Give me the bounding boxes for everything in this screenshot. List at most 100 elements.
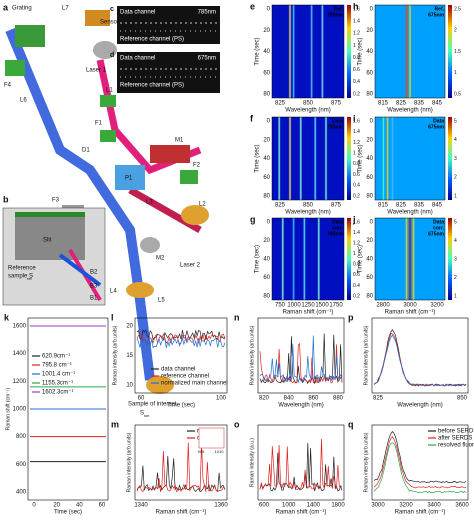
colorbar-tick-label: 0.4 [353, 183, 360, 189]
x-axis-label: Wavelength (nm) [278, 403, 323, 409]
inset-tick-label: 995 [198, 449, 205, 454]
colorbar-tick-label: 3 [454, 256, 457, 262]
setup-label: L3 [146, 200, 153, 206]
setup-label: L5 [158, 298, 165, 304]
x-axis-label: Raman shift (cm⁻¹) [276, 510, 327, 516]
x-tick-label: 20 [53, 503, 60, 509]
y-tick-label: 60 [366, 175, 373, 181]
colorbar-tick-label: 2.5 [454, 6, 461, 12]
y-tick-label: 60 [263, 70, 270, 76]
colorbar-tick-label: 5 [454, 118, 457, 124]
plot-frame [257, 317, 345, 394]
heatmap [271, 217, 345, 301]
legend-label: 620.9cm⁻¹ [42, 354, 70, 360]
panel-letter: q [348, 419, 354, 429]
x-tick-label: 1400 [307, 503, 321, 509]
x-tick-label: 600 [259, 503, 270, 509]
colorbar-tick-label: 0.8 [353, 55, 360, 61]
heatmap-tag: Data [433, 219, 444, 225]
colorbar-tick-label: 1 [353, 150, 356, 156]
curve [259, 342, 343, 384]
x-tick-label: 860 [308, 396, 319, 402]
inset-label: B3 [90, 284, 98, 290]
setup-label: L6 [20, 98, 27, 104]
legend-label: before SERDS [438, 429, 474, 435]
curve [373, 436, 467, 489]
colorbar [347, 117, 351, 200]
plot-frame [27, 317, 109, 501]
x-axis-label: Wavelength (nm) [285, 210, 330, 216]
plot-frame [134, 317, 228, 394]
inset-label: Reference [8, 266, 36, 272]
y-tick-label: 0 [267, 119, 271, 125]
plot-frame [371, 424, 469, 501]
x-tick-label: 60 [138, 396, 145, 402]
x-tick-label: 820 [259, 396, 270, 402]
y-axis-label: Time (sec) [358, 144, 364, 172]
legend-label: normalized main channel [161, 381, 228, 387]
setup-label: Grating [12, 6, 32, 12]
x-tick-label: 825 [396, 203, 407, 209]
curve [373, 442, 467, 494]
y-tick-label: 40 [366, 49, 373, 55]
y-tick-label: 0 [267, 220, 271, 226]
colorbar-tick-label: 1.6 [353, 219, 360, 225]
colorbar-tick-label: 2 [454, 175, 457, 181]
y-tick-label: 80 [263, 92, 270, 98]
panel-letter: b [3, 194, 9, 204]
heatmap-tag: corr. [433, 225, 444, 231]
x-tick-label: 845 [432, 101, 443, 107]
inset-tick-label: 1010 [215, 449, 225, 454]
colorbar-tick-label: 1 [454, 293, 457, 299]
x-axis-label: Wavelength (nm) [285, 108, 330, 114]
x-axis-label: Raman shift (cm⁻¹) [385, 310, 436, 316]
x-tick-label: 1250 [301, 303, 315, 309]
y-tick-label: 20 [366, 238, 373, 244]
y-tick-label: 1600 [13, 324, 27, 330]
y-axis-label: Raman intensity (arb.units) [249, 325, 255, 385]
y-tick-label: 40 [366, 257, 373, 263]
heatmap-tag: Ref. [435, 6, 445, 12]
curve [373, 334, 467, 387]
colorbar-tick-label: 1.2 [353, 240, 360, 246]
setup-label: F3 [52, 198, 60, 204]
x-tick-label: 1340 [134, 503, 148, 509]
panel-letter: j [352, 214, 356, 224]
x-tick-label: 3600 [455, 503, 469, 509]
y-tick-label: 1400 [13, 351, 27, 357]
y-axis-label: Time (sec) [255, 37, 261, 65]
panel-letter: m [111, 419, 119, 429]
colorbar-tick-label: 0.6 [353, 172, 360, 178]
setup-label: F2 [193, 163, 201, 169]
colorbar-tick-label: 1 [353, 43, 356, 49]
channel-label: Reference channel (PS) [120, 83, 184, 89]
colorbar-tick-label: 1.4 [353, 230, 360, 236]
colorbar-tick-label: 0.2 [353, 91, 360, 97]
colorbar-tick-label: 1.2 [353, 31, 360, 37]
setup-label: Sample of interest [128, 402, 177, 408]
heatmap-tag: corr. [332, 225, 343, 231]
y-tick-label: 40 [366, 156, 373, 162]
setup-label: Sensor [100, 20, 119, 26]
y-tick-label: 20 [366, 137, 373, 143]
setup-label: P1 [125, 176, 133, 182]
inset-frame [198, 427, 225, 449]
setup-label: sm [144, 413, 150, 418]
heatmap-tag: Data [332, 118, 343, 124]
curve [136, 442, 226, 493]
colorbar-tick-label: 1.5 [454, 49, 461, 55]
colorbar-tick-label: 1.4 [353, 18, 360, 24]
inset-label: B2 [90, 270, 98, 276]
x-tick-label: 825 [396, 101, 407, 107]
panel-letter: l [111, 312, 114, 322]
y-tick-label: 80 [366, 194, 373, 200]
x-tick-label: 1500 [315, 303, 329, 309]
channel-label: Reference channel (PS) [120, 37, 184, 43]
x-axis-label: Raman shift (cm⁻¹) [395, 510, 446, 516]
y-tick-label: 60 [263, 275, 270, 281]
x-tick-label: 815 [378, 101, 389, 107]
panel-letter: c [110, 6, 114, 13]
panel-letter: g [250, 214, 256, 224]
panel-letter: p [348, 312, 354, 322]
panel-letter: o [234, 419, 240, 429]
